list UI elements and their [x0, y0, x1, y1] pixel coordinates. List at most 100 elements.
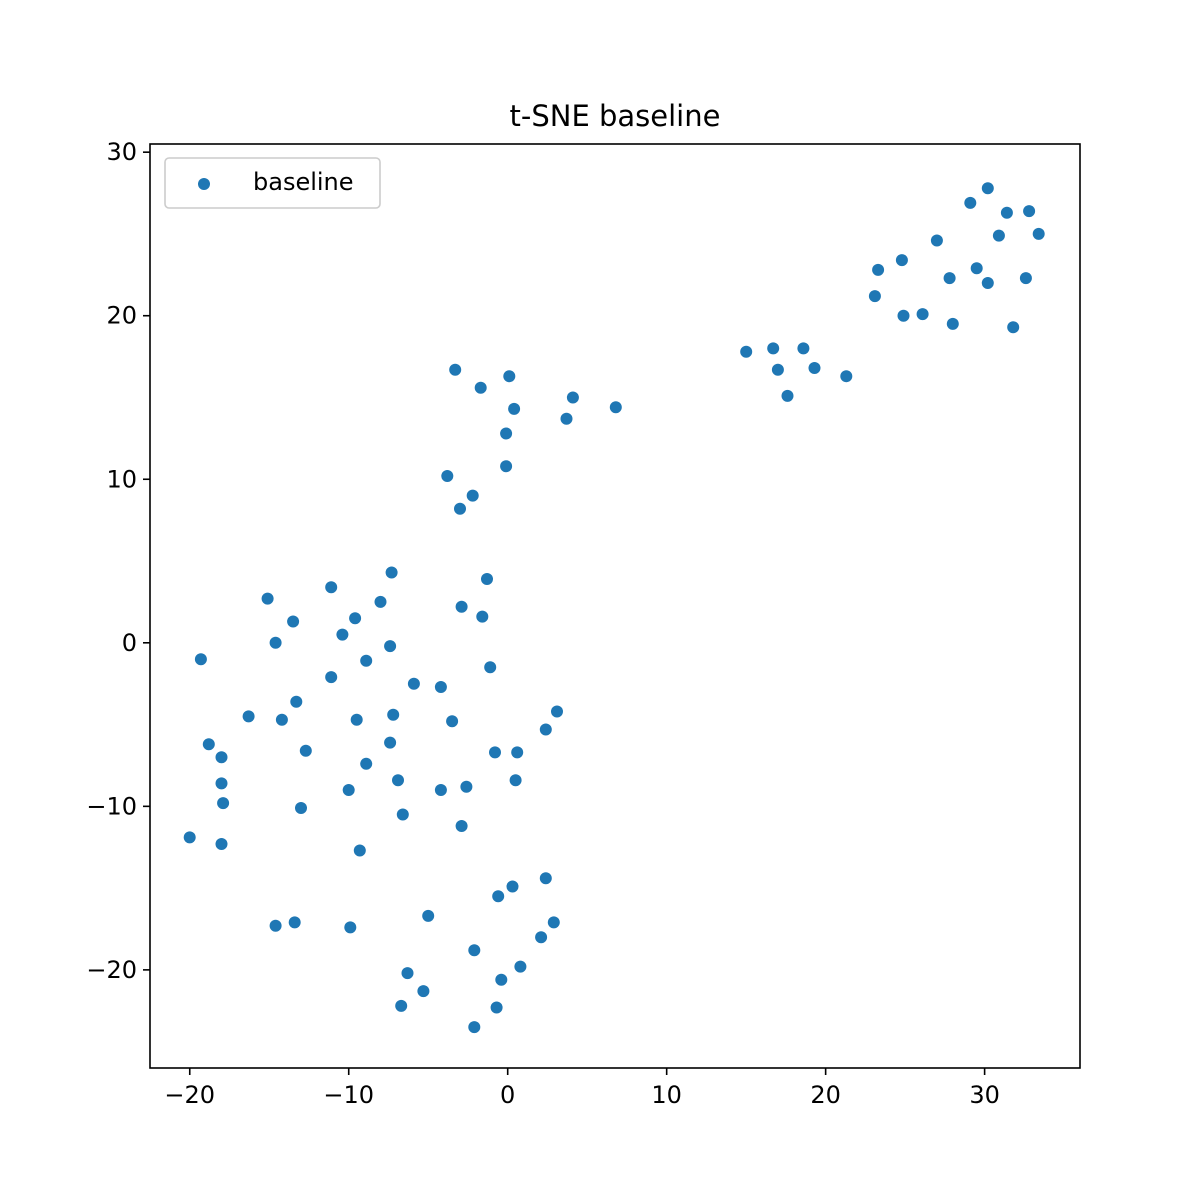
data-point — [767, 342, 780, 355]
data-point — [964, 196, 977, 209]
data-point — [396, 808, 409, 821]
data-point — [441, 470, 454, 482]
data-point — [489, 746, 501, 759]
data-point — [1000, 206, 1013, 219]
data-point — [407, 677, 420, 690]
data-point — [299, 744, 312, 757]
data-point — [930, 234, 943, 247]
data-point — [1019, 272, 1032, 285]
data-point — [943, 272, 956, 285]
data-points — [183, 182, 1045, 1034]
x-tick-label: 20 — [810, 1081, 841, 1109]
data-point — [385, 566, 398, 579]
data-point — [360, 757, 373, 770]
data-point — [215, 751, 228, 764]
data-point — [349, 612, 362, 625]
y-axis-ticks: −20 −10 0 10 20 30 — [86, 138, 150, 984]
x-tick-label: 0 — [500, 1081, 515, 1109]
y-tick-label: 30 — [106, 138, 137, 166]
y-tick-label: 0 — [122, 629, 137, 657]
data-point — [344, 921, 357, 934]
data-point — [387, 708, 400, 721]
data-point — [503, 370, 516, 383]
data-point — [460, 780, 473, 793]
data-point — [872, 263, 885, 276]
data-point — [449, 363, 462, 376]
x-tick-label: −10 — [323, 1081, 374, 1109]
data-point — [288, 916, 301, 929]
data-point — [609, 401, 622, 414]
data-point — [840, 370, 853, 383]
data-point — [508, 402, 521, 415]
data-point — [261, 592, 274, 605]
data-point — [509, 774, 522, 787]
data-point — [434, 784, 447, 796]
data-point — [946, 317, 959, 330]
data-point — [560, 412, 573, 425]
data-point — [495, 973, 508, 986]
data-point — [384, 640, 397, 653]
data-point — [781, 389, 794, 402]
data-point — [492, 890, 505, 903]
data-point — [551, 705, 563, 718]
data-point — [325, 671, 338, 684]
data-point — [511, 746, 524, 759]
data-point — [468, 944, 481, 957]
data-point — [895, 254, 908, 267]
data-point — [287, 615, 300, 628]
data-point — [417, 985, 430, 998]
data-point — [539, 872, 552, 885]
data-point — [395, 999, 408, 1012]
data-point — [466, 489, 479, 502]
data-point — [269, 636, 282, 649]
data-point — [539, 723, 552, 736]
data-point — [547, 916, 560, 929]
data-point — [916, 308, 929, 321]
data-point — [215, 777, 228, 790]
data-point — [476, 610, 489, 623]
data-point — [401, 967, 414, 980]
data-point — [242, 710, 255, 723]
data-point — [194, 653, 207, 666]
data-point — [490, 1001, 503, 1014]
data-point — [970, 262, 983, 275]
data-point — [992, 229, 1005, 242]
data-point — [342, 784, 355, 796]
data-point — [897, 309, 910, 322]
data-point — [868, 290, 881, 303]
data-point — [455, 820, 468, 832]
data-point — [468, 1021, 481, 1034]
data-point — [392, 774, 404, 787]
x-tick-label: 10 — [651, 1081, 682, 1109]
x-tick-label: −20 — [164, 1081, 215, 1109]
data-point — [566, 391, 579, 404]
data-point — [981, 182, 994, 195]
data-point — [434, 681, 447, 693]
legend-marker — [198, 178, 210, 190]
data-point — [295, 802, 307, 814]
data-point — [374, 595, 387, 608]
data-point — [808, 362, 821, 374]
x-axis-ticks: −20 −10 0 10 20 30 — [164, 1068, 1000, 1109]
y-tick-label: −10 — [86, 792, 137, 820]
data-point — [797, 342, 810, 355]
legend-label: baseline — [253, 168, 354, 196]
data-point — [422, 909, 435, 922]
data-point — [325, 581, 338, 594]
data-point — [384, 736, 397, 749]
data-point — [215, 838, 228, 850]
data-point — [290, 695, 303, 708]
data-point — [455, 600, 468, 613]
plot-area-frame — [149, 143, 1081, 1069]
data-point — [360, 654, 373, 667]
data-point — [740, 345, 753, 358]
data-point — [474, 381, 487, 394]
y-tick-label: 10 — [106, 465, 137, 493]
data-point — [1032, 227, 1045, 240]
legend-box — [164, 157, 381, 209]
data-point — [500, 427, 513, 440]
y-tick-label: −20 — [86, 956, 137, 984]
data-point — [514, 960, 527, 973]
data-point — [202, 738, 215, 751]
